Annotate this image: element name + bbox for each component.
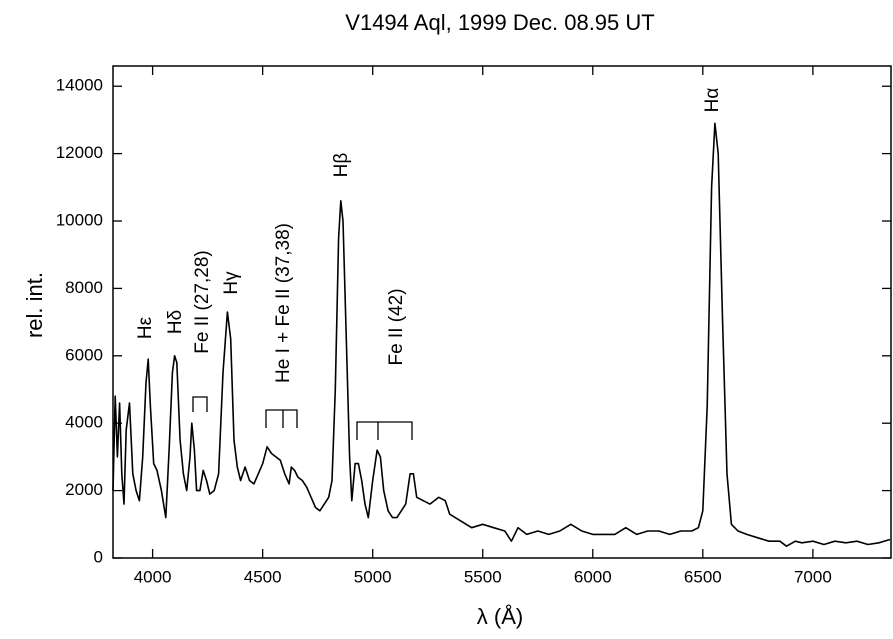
bracket	[192, 396, 208, 412]
y-tick-label: 10000	[56, 210, 103, 229]
line-annotation: He I + Fe II (37,38)	[273, 223, 294, 383]
x-tick-label: 6500	[684, 567, 722, 586]
brackets	[192, 396, 413, 440]
x-axis-label: λ (Å)	[477, 604, 523, 629]
y-tick-label: 6000	[65, 345, 103, 364]
x-tick-label: 7000	[794, 567, 832, 586]
y-tick-label: 0	[94, 547, 103, 566]
spectrum-line	[112, 122, 891, 547]
bracket	[265, 409, 298, 428]
y-tick-label: 12000	[56, 143, 103, 162]
line-annotation: Hγ	[221, 271, 242, 295]
x-tick-label: 5000	[354, 567, 392, 586]
y-axis-label: rel. int.	[22, 272, 47, 338]
bracket	[356, 421, 413, 440]
y-tick-label: 2000	[65, 480, 103, 499]
chart-title: V1494 Aql, 1999 Dec. 08.95 UT	[345, 10, 654, 35]
x-tick-label: 4000	[134, 567, 172, 586]
line-annotation: Fe II (42)	[386, 288, 407, 365]
line-annotation: Hδ	[165, 310, 186, 334]
x-tick-label: 5500	[464, 567, 502, 586]
y-tick-label: 8000	[65, 278, 103, 297]
line-annotation: Hε	[135, 316, 156, 339]
x-tick-label: 6000	[574, 567, 612, 586]
x-tick-label: 4500	[244, 567, 282, 586]
y-tick-label: 4000	[65, 413, 103, 432]
line-annotation: Fe II (27,28)	[192, 250, 213, 354]
line-annotation: Hα	[702, 88, 723, 113]
plot-frame	[112, 65, 892, 559]
y-tick-label: 14000	[56, 76, 103, 95]
line-annotation: Hβ	[331, 153, 352, 178]
